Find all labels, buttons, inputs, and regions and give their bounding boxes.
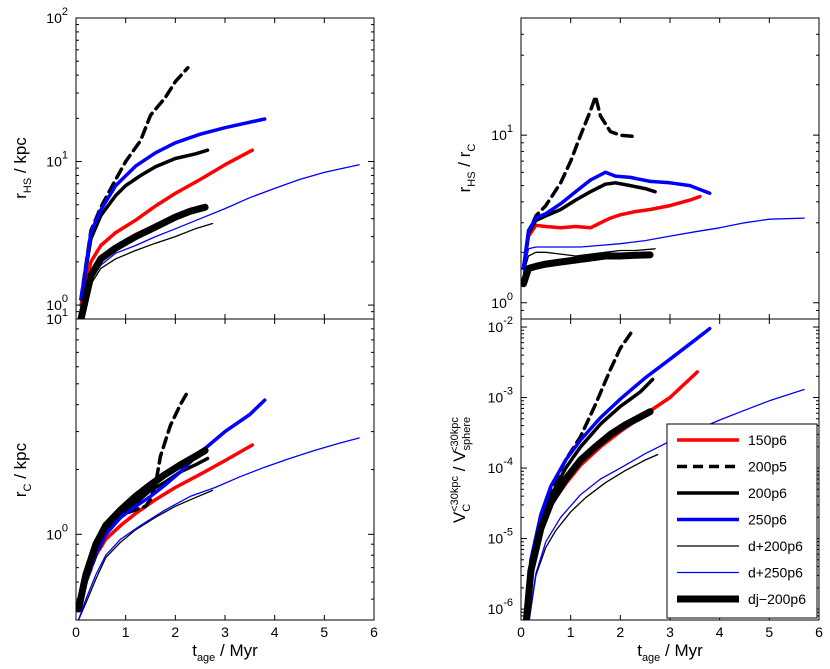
panel-frame-rc-kpc	[75, 318, 375, 621]
ylabel-volume: VC<30kpc / Vsphere<30kpc	[449, 417, 473, 524]
series-rhs-kpc-150p6	[79, 148, 255, 307]
ytick-label-volume-2: 10-4	[488, 456, 513, 476]
series-rhs-rc-d+250p6	[522, 217, 805, 274]
legend-label-250p6: 250p6	[748, 512, 787, 528]
series-rhs-rc-150p6	[521, 194, 702, 271]
ylabel-rhs-rc: rHS / rC	[455, 144, 478, 193]
ytick-label-volume-4: 10-2	[488, 315, 513, 335]
series-rhs-kpc-d+250p6	[80, 164, 360, 319]
series-rc-kpc-dj-200p6	[76, 447, 209, 613]
xtick-label-volume-2: 2	[616, 624, 624, 640]
series-rhs-rc-d+200p6	[522, 248, 656, 274]
series-rhs-rc-250p6	[521, 170, 712, 271]
xtick-label-volume-3: 3	[666, 624, 674, 640]
series-rc-kpc-200p5	[76, 389, 190, 611]
xtick-label-rc-kpc-6: 6	[370, 624, 378, 640]
xtick-label-rc-kpc-2: 2	[171, 624, 179, 640]
series-rhs-kpc-250p6	[79, 117, 267, 301]
xtick-label-rc-kpc-4: 4	[271, 624, 279, 640]
ytick-label-rhs-kpc-0: 100	[46, 293, 68, 313]
legend: 150p6 200p5 200p6 250p6 d+200p6 d+250p6 dj−200…	[666, 423, 818, 619]
ytick-label-volume-3: 10-3	[488, 386, 513, 406]
legend-label-150p6: 150p6	[748, 432, 787, 448]
ytick-label-volume-0: 10-6	[488, 597, 513, 617]
series-volume-dj-200p6	[522, 408, 654, 620]
series-volume-d+250p6	[528, 388, 805, 620]
series-rhs-kpc-200p6	[79, 148, 210, 301]
legend-label-dj-200p6: dj−200p6	[748, 591, 806, 607]
legend-label-d+250p6: d+250p6	[748, 565, 803, 581]
xtick-label-rc-kpc-1: 1	[122, 624, 130, 640]
xtick-label-volume-0: 0	[517, 624, 525, 640]
legend-label-200p5: 200p5	[748, 459, 787, 475]
xtick-label-rc-kpc-3: 3	[221, 624, 229, 640]
ytick-label-volume-1: 10-5	[488, 527, 513, 547]
ytick-label-rc-kpc-0: 100	[46, 522, 68, 542]
series-rhs-rc-200p5	[521, 94, 637, 271]
ytick-label-rhs-kpc-1: 101	[46, 150, 68, 170]
ylabel-rc-kpc: rC / kpc	[11, 442, 34, 497]
series-rc-kpc-250p6	[76, 398, 267, 611]
series-rhs-rc-dj-200p6	[521, 251, 654, 288]
ylabel-rhs-kpc: rHS / kpc	[11, 137, 34, 199]
ytick-label-rhs-kpc-2: 102	[46, 6, 68, 26]
ytick-label-rc-kpc-1: 101	[46, 307, 68, 327]
ytick-label-rhs-rc-0: 100	[491, 291, 513, 311]
legend-label-d+200p6: d+200p6	[748, 538, 803, 554]
series-volume-250p6	[524, 326, 712, 620]
xtick-label-volume-4: 4	[716, 624, 724, 640]
series-rc-kpc-d+200p6	[77, 489, 214, 620]
series-volume-d+200p6	[528, 453, 659, 620]
series-rhs-kpc-d+200p6	[80, 222, 214, 319]
xtick-label-rc-kpc-0: 0	[72, 624, 80, 640]
xlabel-left: tage / Myr	[192, 641, 258, 664]
ytick-label-rhs-rc-1: 101	[491, 123, 513, 143]
series-rhs-kpc-dj-200p6	[77, 203, 209, 319]
series-rc-kpc-d+250p6	[77, 437, 360, 620]
xtick-label-volume-6: 6	[815, 624, 823, 640]
xlabel-right: tage / Myr	[637, 641, 703, 664]
series-volume-200p5	[524, 328, 635, 620]
xtick-label-volume-1: 1	[567, 624, 575, 640]
xtick-label-volume-5: 5	[765, 624, 773, 640]
xtick-label-rc-kpc-5: 5	[320, 624, 328, 640]
legend-label-200p6: 200p6	[748, 485, 787, 501]
